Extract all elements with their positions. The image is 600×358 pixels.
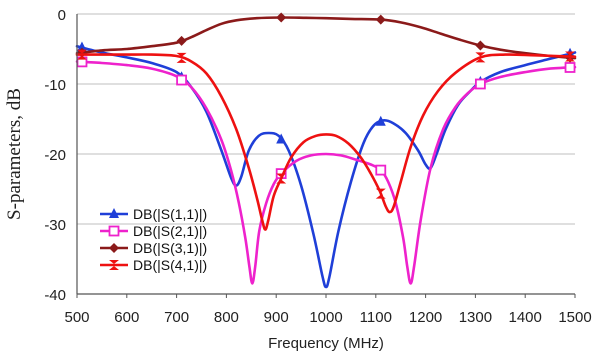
series-3-point-4 [475, 40, 486, 51]
y-tick-label-3: -30 [44, 217, 66, 234]
legend-swatch-marker-3 [109, 243, 119, 253]
legend-item-4: DB(|S(4,1)|) [100, 257, 207, 273]
series-2 [75, 56, 577, 285]
legend-swatch-marker-1 [109, 208, 119, 218]
series-1-point-3 [375, 115, 386, 126]
series-1-point-0 [76, 41, 87, 52]
y-tick-label-1: -10 [44, 77, 66, 94]
x-tick-label-2: 700 [164, 309, 189, 326]
legend-item-2: DB(|S(2,1)|) [100, 223, 207, 239]
x-tick-labels: 500 600 700 800 900 1000 1100 1200 1300 1400 1500 [64, 309, 591, 326]
series-2-point-3 [375, 164, 387, 176]
x-tick-label-4: 900 [264, 309, 289, 326]
y-tick-label-0: 0 [58, 7, 66, 24]
x-tick-label-8: 1300 [459, 309, 492, 326]
series-group [75, 12, 577, 289]
y-axis-title: S-parameters, dB [4, 88, 25, 220]
x-tick-label-6: 1100 [360, 309, 392, 326]
series-3-point-2 [276, 12, 287, 23]
series-4-point-3 [375, 188, 386, 199]
x-tick-label-5: 1000 [309, 309, 342, 326]
legend-label-1: DB(|S(1,1)|) [133, 206, 207, 222]
x-tick-label-9: 1400 [509, 309, 542, 326]
series-2-line [75, 60, 577, 285]
series-3-point-1 [176, 35, 187, 46]
legend-label-4: DB(|S(4,1)|) [133, 257, 207, 273]
series-4-point-0 [76, 49, 87, 60]
legend: DB(|S(1,1)|)DB(|S(2,1)|)DB(|S(3,1)|)DB(|… [100, 206, 207, 273]
series-4-point-2 [276, 173, 287, 184]
series-4 [75, 49, 577, 231]
legend-item-1: DB(|S(1,1)|) [100, 206, 207, 222]
y-tick-label-2: -20 [44, 147, 66, 164]
y-tick-label-4: -40 [44, 287, 66, 304]
series-4-line [75, 53, 577, 231]
legend-label-3: DB(|S(3,1)|) [133, 240, 207, 256]
series-4-point-1 [176, 52, 187, 63]
series-2-point-5 [564, 62, 576, 73]
x-axis-title: Frequency (MHz) [268, 335, 384, 352]
series-2-point-1 [176, 74, 187, 86]
x-tick-label-7: 1200 [409, 309, 442, 326]
legend-label-2: DB(|S(2,1)|) [133, 223, 207, 239]
legend-item-3: DB(|S(3,1)|) [100, 240, 207, 256]
series-1-line [75, 44, 577, 289]
x-tick-label-1: 600 [114, 309, 139, 326]
y-tick-labels: 0 -10 -20 -30 -40 [44, 7, 66, 304]
x-tick-label-3: 800 [214, 309, 239, 326]
legend-swatch-marker-4 [109, 260, 119, 270]
series-4-point-4 [475, 52, 486, 63]
axes [76, 14, 576, 298]
series-3-point-3 [375, 14, 386, 25]
series-2-point-4 [474, 78, 486, 90]
x-tick-label-0: 500 [64, 309, 89, 326]
legend-swatch-marker-2 [108, 225, 120, 237]
series-4-point-5 [565, 51, 576, 62]
x-tick-label-10: 1500 [558, 309, 591, 326]
series-1-point-2 [276, 133, 287, 144]
